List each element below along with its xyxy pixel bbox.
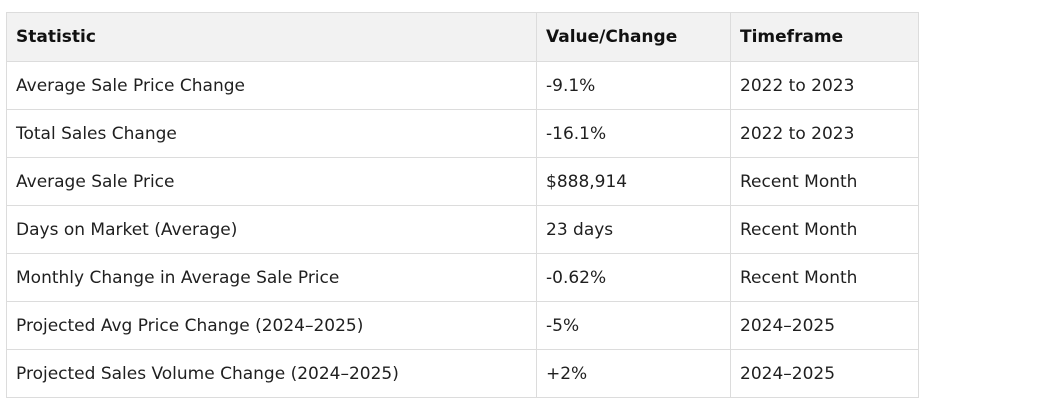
cell-value: 23 days [536, 205, 731, 254]
table-row: Average Sale Price $888,914 Recent Month [6, 157, 919, 206]
cell-timeframe: Recent Month [730, 157, 919, 206]
table-row: Projected Avg Price Change (2024–2025) -… [6, 301, 919, 350]
cell-timeframe: 2022 to 2023 [730, 61, 919, 110]
cell-statistic: Projected Avg Price Change (2024–2025) [6, 301, 537, 350]
table-body: Average Sale Price Change -9.1% 2022 to … [6, 61, 919, 398]
cell-statistic: Total Sales Change [6, 109, 537, 158]
cell-timeframe: Recent Month [730, 253, 919, 302]
cell-timeframe: Recent Month [730, 205, 919, 254]
statistics-table-container: Statistic Value/Change Timeframe Average… [6, 12, 919, 398]
cell-statistic: Average Sale Price [6, 157, 537, 206]
cell-timeframe: 2024–2025 [730, 301, 919, 350]
cell-value: -9.1% [536, 61, 731, 110]
cell-value: +2% [536, 349, 731, 398]
table-row: Monthly Change in Average Sale Price -0.… [6, 253, 919, 302]
cell-value: -16.1% [536, 109, 731, 158]
cell-value: -5% [536, 301, 731, 350]
table-row: Days on Market (Average) 23 days Recent … [6, 205, 919, 254]
header-row: Statistic Value/Change Timeframe [6, 12, 919, 62]
cell-statistic: Monthly Change in Average Sale Price [6, 253, 537, 302]
cell-timeframe: 2022 to 2023 [730, 109, 919, 158]
header-timeframe: Timeframe [730, 12, 919, 62]
cell-value: -0.62% [536, 253, 731, 302]
header-value-change: Value/Change [536, 12, 731, 62]
cell-statistic: Days on Market (Average) [6, 205, 537, 254]
cell-statistic: Average Sale Price Change [6, 61, 537, 110]
statistics-table: Statistic Value/Change Timeframe Average… [6, 12, 919, 398]
table-row: Total Sales Change -16.1% 2022 to 2023 [6, 109, 919, 158]
cell-timeframe: 2024–2025 [730, 349, 919, 398]
cell-value: $888,914 [536, 157, 731, 206]
cell-statistic: Projected Sales Volume Change (2024–2025… [6, 349, 537, 398]
table-row: Average Sale Price Change -9.1% 2022 to … [6, 61, 919, 110]
header-statistic: Statistic [6, 12, 537, 62]
table-header: Statistic Value/Change Timeframe [6, 12, 919, 62]
table-row: Projected Sales Volume Change (2024–2025… [6, 349, 919, 398]
